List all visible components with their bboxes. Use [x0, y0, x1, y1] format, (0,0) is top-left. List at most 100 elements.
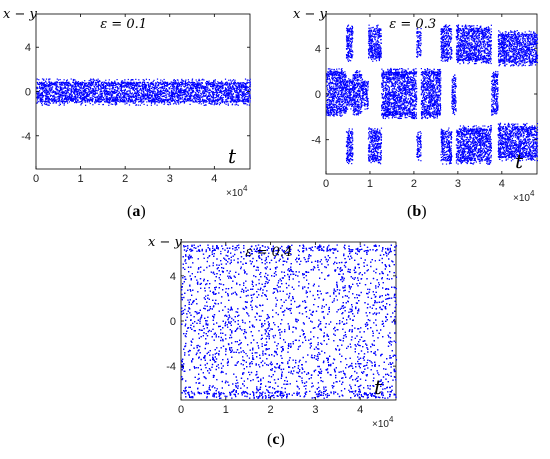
chart-a-point [197, 91, 198, 92]
chart-a-point [134, 93, 135, 94]
chart-a-point [143, 94, 144, 95]
chart-a-point [173, 92, 174, 93]
chart-b-point [345, 112, 346, 113]
chart-a-point [102, 104, 103, 105]
chart-a-point [191, 100, 192, 101]
chart-a-point [198, 97, 199, 98]
chart-b-point [338, 90, 339, 91]
chart-a-point [42, 92, 43, 93]
chart-a-point [228, 105, 229, 106]
chart-a-point [202, 82, 203, 83]
chart-a-point [203, 95, 204, 96]
chart-a-point [74, 84, 75, 85]
chart-a-point [142, 88, 143, 89]
chart-a-point [238, 105, 239, 106]
chart-a-point [49, 83, 50, 84]
chart-a-point [124, 87, 125, 88]
chart-a-point [108, 105, 109, 106]
chart-b-point [339, 75, 340, 76]
chart-b-point [338, 98, 339, 99]
chart-a-point [58, 98, 59, 99]
chart-a-point [194, 84, 195, 85]
chart-b-point [334, 114, 335, 115]
chart-a-point [166, 94, 167, 95]
chart-a-point [102, 96, 103, 97]
chart-a-point [179, 85, 180, 86]
chart-a-point [214, 92, 215, 93]
chart-a-point [181, 84, 182, 85]
chart-a-point [173, 89, 174, 90]
chart-a-point [238, 95, 239, 96]
chart-a-point [99, 102, 100, 103]
chart-a-point [161, 84, 162, 85]
chart-a-point [101, 101, 102, 102]
chart-a-point [46, 96, 47, 97]
chart-a-point [92, 95, 93, 96]
chart-a-point [69, 88, 70, 89]
chart-b-point [341, 68, 342, 69]
chart-a-point [85, 102, 86, 103]
chart-a-point [101, 93, 102, 94]
chart-a-point [170, 95, 171, 96]
chart-a-point [135, 85, 136, 86]
chart-a-point [72, 86, 73, 87]
chart-a-point [81, 96, 82, 97]
chart-b-point [351, 142, 352, 143]
chart-a-point [238, 83, 239, 84]
chart-a-point [159, 83, 160, 84]
chart-a-point [218, 89, 219, 90]
chart-a-point [232, 80, 233, 81]
chart-a-point [157, 95, 158, 96]
chart-a-point [140, 86, 141, 87]
chart-a-point [94, 97, 95, 98]
chart-b-point [348, 133, 349, 134]
chart-b-point [352, 140, 353, 141]
chart-a-point [139, 85, 140, 86]
chart-a-point [67, 82, 68, 83]
chart-b-point [347, 139, 348, 140]
chart-a-point [178, 94, 179, 95]
chart-b-point [357, 79, 358, 80]
chart-b-point [345, 101, 346, 102]
chart-b-point [352, 54, 353, 55]
chart-b-point [343, 87, 344, 88]
chart-a-point [55, 97, 56, 98]
chart-b-point [338, 72, 339, 73]
chart-a-point [143, 96, 144, 97]
chart-a-point [222, 85, 223, 86]
chart-a-point [82, 98, 83, 99]
chart-a-point [48, 79, 49, 80]
chart-a-point [55, 88, 56, 89]
chart-a-point [130, 82, 131, 83]
chart-a-point [59, 96, 60, 97]
chart-a-point [95, 82, 96, 83]
chart-a-point [76, 90, 77, 91]
chart-a-point [86, 85, 87, 86]
chart-a-point [179, 84, 180, 85]
chart-a-point [106, 90, 107, 91]
chart-b-point [353, 104, 354, 105]
chart-a-point [37, 102, 38, 103]
chart-a-point [77, 97, 78, 98]
chart-a-point [111, 97, 112, 98]
chart-a-point [208, 92, 209, 93]
chart-a-point [60, 104, 61, 105]
chart-a-point [88, 99, 89, 100]
chart-a-point [64, 92, 65, 93]
chart-a-point [81, 101, 82, 102]
chart-a-point [171, 88, 172, 89]
chart-b-point [341, 106, 342, 107]
chart-a-point [112, 85, 113, 86]
chart-b-point [353, 100, 354, 101]
chart-a-point [182, 98, 183, 99]
chart-b-point [346, 104, 347, 105]
chart-a-point [153, 93, 154, 94]
chart-a-point [191, 92, 192, 93]
chart-a-point [92, 88, 93, 89]
chart-a-point [76, 83, 77, 84]
chart-a-point [224, 93, 225, 94]
chart-b-point [348, 41, 349, 42]
chart-a-point [210, 103, 211, 104]
chart-a-point [155, 85, 156, 86]
chart-a-point [203, 87, 204, 88]
